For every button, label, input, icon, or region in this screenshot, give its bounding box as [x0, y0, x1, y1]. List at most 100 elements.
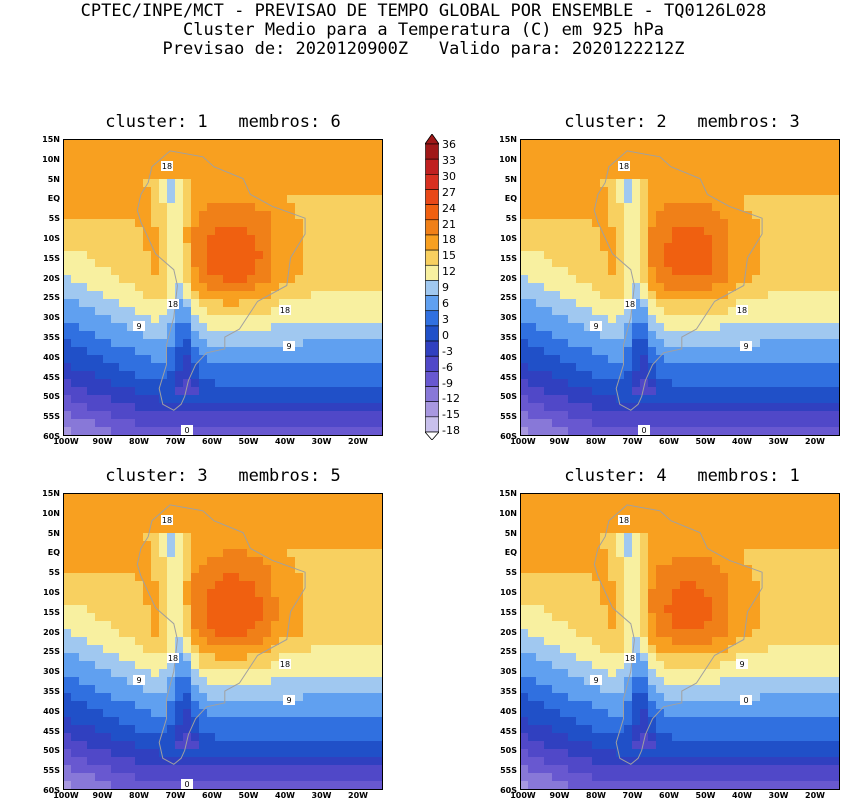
colorbar-swatch	[425, 158, 439, 175]
colorbar-tick-label: 36	[442, 138, 456, 151]
colorbar-tick-label: 9	[442, 281, 449, 295]
coastline	[136, 504, 306, 765]
lat-tick-label: 15S	[500, 607, 517, 617]
colorbar-svg	[424, 133, 440, 441]
lon-tick-label: 20W	[805, 791, 825, 800]
lon-tick-label: 40W	[275, 791, 295, 800]
lat-tick-label: 15N	[499, 489, 517, 498]
lon-tick-label: 30W	[768, 791, 789, 800]
lon-tick-label: 40W	[275, 437, 295, 446]
lon-tick-label: 80W	[586, 437, 606, 446]
svg-text:9: 9	[743, 342, 748, 351]
lat-tick-label: 5N	[47, 174, 60, 184]
lon-tick-label: 100W	[510, 437, 536, 446]
lon-tick-label: 40W	[732, 437, 752, 446]
lon-tick-label: 20W	[805, 437, 825, 446]
svg-text:18: 18	[168, 300, 178, 309]
lon-tick-label: 100W	[510, 791, 536, 800]
svg-text:9: 9	[593, 322, 598, 331]
colorbar-swatch	[425, 386, 439, 402]
contour-label: 18	[736, 305, 748, 315]
lat-tick-label: 45S	[500, 726, 517, 736]
lat-tick-label: 35S	[500, 333, 517, 342]
colorbar-tick-label: 3	[442, 312, 449, 326]
lat-tick-label: 15N	[499, 135, 517, 144]
colorbar-swatch	[425, 249, 439, 266]
svg-text:0: 0	[641, 426, 646, 435]
contour-label: 18	[167, 299, 179, 309]
lon-tick-label: 70W	[622, 791, 643, 800]
lon-tick-label: 30W	[768, 437, 789, 446]
contour-label: 18	[161, 161, 173, 171]
svg-text:18: 18	[280, 660, 290, 669]
colorbar-swatch	[425, 310, 439, 327]
lon-tick-label: 100W	[53, 791, 79, 800]
lon-tick-label: 60W	[659, 791, 679, 800]
colorbar-tick-label: 27	[442, 185, 456, 199]
colorbar-swatch	[425, 295, 439, 312]
contour-label: 9	[736, 659, 748, 669]
title-line-3: Previsao de: 2020120900Z Valido para: 20…	[162, 39, 685, 59]
contour-label: 18	[618, 515, 630, 525]
contour-label: 18	[624, 299, 636, 309]
contour-label: 0	[740, 695, 752, 705]
lon-tick-label: 20W	[348, 437, 368, 446]
svg-text:9: 9	[286, 342, 291, 351]
lat-tick-label: EQ	[504, 548, 517, 558]
lon-tick-label: 80W	[586, 791, 606, 800]
lat-tick-label: 10S	[43, 588, 60, 597]
lat-tick-label: 10N	[42, 154, 60, 164]
colorbar-tick-label: -6	[442, 360, 453, 374]
colorbar-swatch	[425, 264, 439, 281]
lat-tick-label: 35S	[500, 687, 517, 696]
svg-text:18: 18	[280, 306, 290, 315]
colorbar-bottom-arrow	[424, 431, 440, 441]
lat-tick-label: EQ	[504, 194, 517, 204]
lat-tick-label: 5N	[47, 528, 60, 538]
lat-tick-label: 45S	[43, 726, 60, 736]
colorbar-tick-label: -9	[442, 376, 453, 390]
lat-tick-label: 15S	[43, 607, 60, 617]
lat-tick-label: 20S	[500, 627, 517, 637]
panel-title-3: cluster: 3 membros: 5	[105, 466, 341, 486]
svg-text:18: 18	[162, 162, 172, 171]
colorbar-tick-label: 18	[442, 233, 456, 247]
colorbar-swatch	[425, 143, 439, 160]
lat-tick-label: 40S	[500, 706, 517, 716]
colorbar-swatch	[425, 325, 439, 342]
contour-label: 0	[181, 779, 193, 789]
colorbar-swatch	[425, 234, 439, 251]
colorbar-tick-label: 30	[442, 169, 456, 183]
svg-text:9: 9	[136, 676, 141, 685]
lat-tick-label: 10N	[499, 508, 517, 518]
lat-tick-label: 25S	[500, 293, 517, 303]
colorbar-swatch	[425, 280, 439, 296]
panel-title-4: cluster: 4 membros: 1	[564, 466, 800, 486]
lat-tick-label: 10N	[499, 154, 517, 164]
colorbar-swatch	[425, 204, 439, 221]
lat-tick-label: 25S	[43, 647, 60, 657]
lat-tick-label: 20S	[43, 627, 60, 637]
contour-label: 18	[279, 659, 291, 669]
lat-tick-label: 50S	[500, 392, 517, 402]
lon-tick-label: 60W	[202, 791, 222, 800]
panel-title-2: cluster: 2 membros: 3	[564, 112, 800, 132]
contour-label: 18	[167, 653, 179, 663]
colorbar-tick-label: 0	[442, 328, 449, 342]
lat-tick-label: 55S	[43, 766, 60, 776]
coastline	[593, 504, 763, 765]
contour-label: 9	[283, 695, 295, 705]
lat-tick-label: EQ	[47, 548, 60, 558]
coastline	[136, 150, 306, 411]
lat-tick-label: 50S	[500, 746, 517, 756]
lon-tick-label: 30W	[311, 437, 332, 446]
lon-tick-label: 50W	[695, 791, 716, 800]
svg-text:18: 18	[162, 516, 172, 525]
lat-tick-label: 55S	[43, 412, 60, 422]
svg-text:18: 18	[619, 162, 629, 171]
colorbar-top-arrow	[424, 133, 440, 145]
colorbar-swatch	[425, 219, 439, 236]
lat-tick-label: 5S	[48, 214, 60, 224]
contour-label: 9	[590, 675, 602, 685]
lat-tick-label: 5N	[504, 174, 517, 184]
